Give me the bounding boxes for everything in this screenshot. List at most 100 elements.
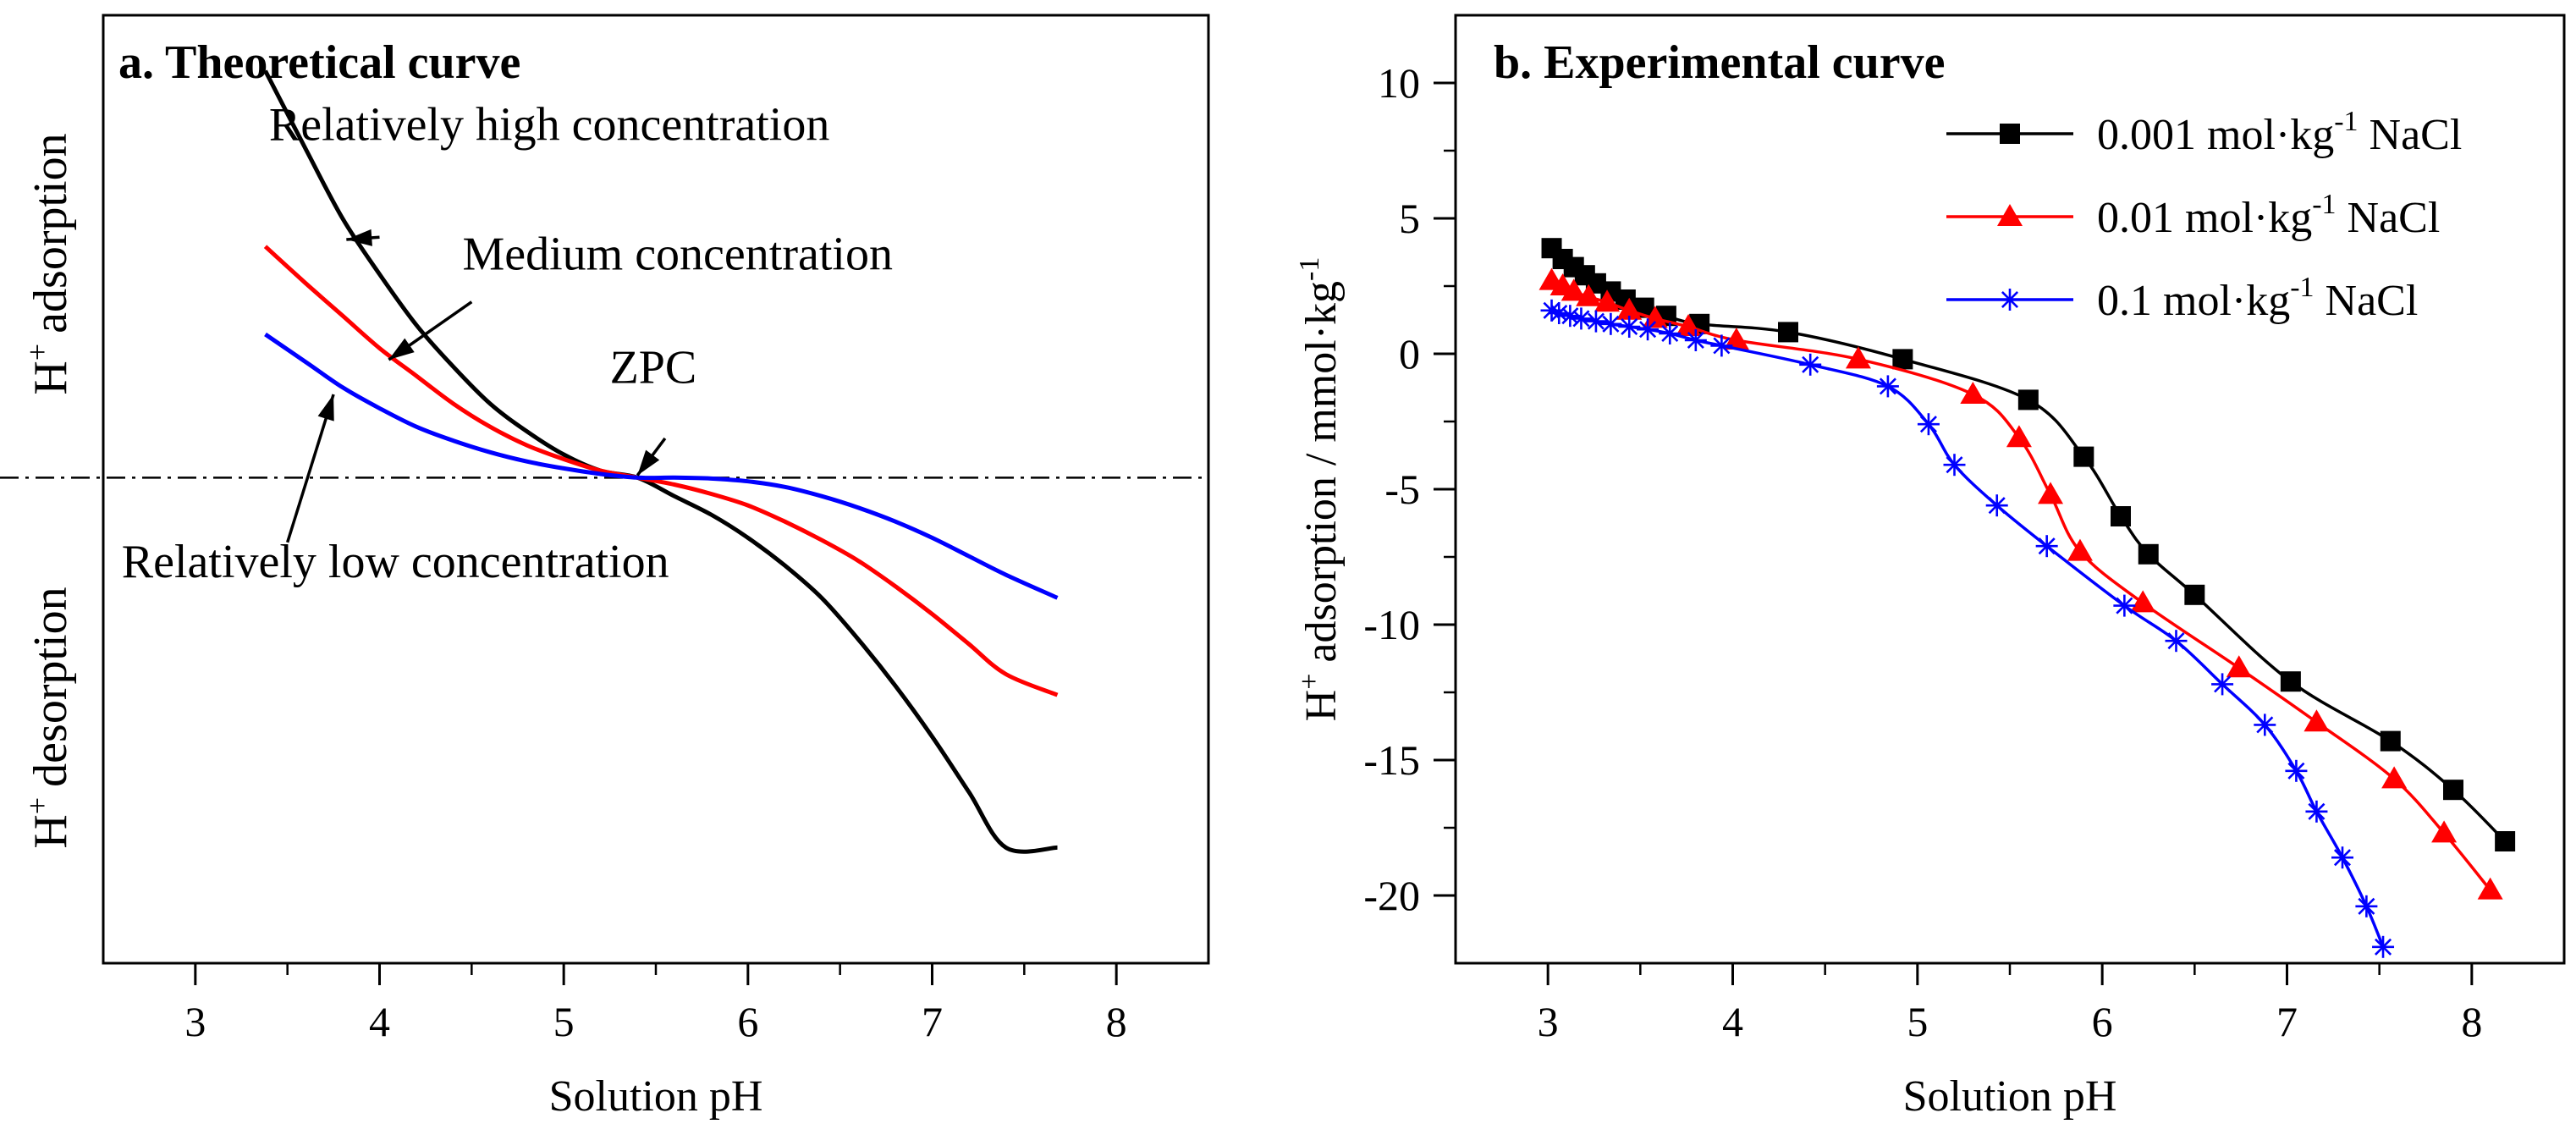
- series-3-point-8: [1637, 318, 1660, 341]
- panel-b-curves: [1538, 238, 2516, 958]
- panel-b-x-tick-label-7: 7: [2276, 998, 2298, 1045]
- panel-a-y-label-adsorption-text: adsorption: [25, 133, 77, 333]
- legend-label-1-sup: -1: [2334, 106, 2358, 137]
- panel-b-title: b. Experimental curve: [1494, 36, 1945, 89]
- series-3-point-20: [2211, 673, 2234, 696]
- panel-b-y-tick-label--15: -15: [1363, 736, 1420, 784]
- series-3-point-17: [2035, 535, 2058, 558]
- panel-b-y-tick-label-0: 0: [1399, 330, 1420, 377]
- series-2-point-12: [2006, 425, 2032, 448]
- panel-b-y-tick-label--20: -20: [1363, 872, 1420, 919]
- series-2-point-3: [1560, 278, 1587, 301]
- series-1-point-14: [2073, 446, 2094, 467]
- panel-b-y-axis-label: H+ adsorption / mmol·kg-1: [1294, 257, 1346, 722]
- series-2-point-13: [2038, 482, 2064, 504]
- series-1-point-18: [2280, 671, 2301, 692]
- panel-b-x-axis-label: Solution pH: [1903, 1072, 2117, 1121]
- series-3-point-21: [2254, 714, 2276, 736]
- panel-a-plot-frame: [102, 14, 1210, 965]
- panel-b-y-label-sup2: -1: [1294, 257, 1325, 281]
- series-2-point-4: [1576, 284, 1602, 306]
- series-3-point-24: [2331, 846, 2353, 869]
- panel-a-curves: [263, 69, 1059, 854]
- legend-marker-1: [2000, 124, 2020, 144]
- series-2-point-18: [2381, 766, 2408, 789]
- panel-b-y-label-text: adsorption / mmol·kg: [1297, 281, 1346, 674]
- series-3-point-11: [1710, 334, 1733, 357]
- panel-b-y-label-h: H: [1297, 690, 1346, 722]
- series-3-point-22: [2285, 759, 2308, 782]
- annotation-arrow-3: [285, 394, 335, 543]
- series-1-point-16: [2138, 543, 2159, 565]
- series-2-point-10: [1845, 346, 1871, 369]
- series-1-point-11: [1778, 322, 1798, 343]
- panel-b-ticks: 3 4 5 6 7 8 -20 -15 -10 -5 0 5 10: [1363, 59, 2482, 1045]
- annotation-arrow-4-head: [637, 449, 660, 476]
- annotation-label-4: ZPC: [610, 341, 697, 394]
- legend-label-2-main: 0.01 mol·kg: [2097, 194, 2312, 242]
- series-2-point-6: [1616, 297, 1643, 320]
- legend-label-3-salt: NaCl: [2315, 277, 2419, 325]
- panel-b-y-tick-label--5: -5: [1384, 466, 1420, 513]
- series-1-point-20: [2443, 780, 2463, 801]
- series-1-point-17: [2184, 584, 2205, 605]
- annotation-label-1: Relatively high concentration: [269, 99, 829, 152]
- panel-b-experimental: 3 4 5 6 7 8 -20 -15 -10 -5 0 5 10 b. Experimental cu…: [1294, 14, 2566, 1121]
- series-1-point-21: [2495, 831, 2516, 851]
- legend-label-3: 0.1 mol·kg-1 NaCl: [2097, 272, 2418, 325]
- panel-a-x-tick-label-7: 7: [922, 998, 943, 1045]
- panel-a-x-tick-label-6: 6: [737, 998, 758, 1045]
- panel-a-x-tick-label-8: 8: [1106, 998, 1127, 1045]
- legend-label-1: 0.001 mol·kg-1 NaCl: [2097, 106, 2462, 159]
- panel-b-x-tick-label-6: 6: [2092, 998, 2113, 1045]
- panel-b-x-tick-label-4: 4: [1722, 998, 1743, 1045]
- panel-a-title: a. Theoretical curve: [118, 36, 520, 89]
- series-3-point-2: [1548, 302, 1571, 324]
- panel-a-theoretical: 3 4 5 6 7 8 Relatively high concentration Medi…: [0, 14, 1210, 1121]
- series-3-point-4: [1570, 307, 1593, 330]
- legend-label-2-sup: -1: [2312, 189, 2336, 220]
- legend-label-3-main: 0.1 mol·kg: [2097, 277, 2290, 325]
- series-2-point-19: [2431, 820, 2458, 843]
- series-1-point-13: [2017, 389, 2039, 410]
- series-3-point-25: [2355, 895, 2378, 917]
- series-3-point-26: [2372, 935, 2395, 958]
- series-line-1: [1550, 246, 2507, 843]
- panel-a-x-ticks: 3 4 5 6 7 8: [184, 963, 1127, 1045]
- series-2-point-17: [2304, 709, 2330, 732]
- annotation-arrow-3-head: [317, 394, 334, 422]
- legend-label-1-salt: NaCl: [2359, 111, 2463, 159]
- series-3-point-6: [1599, 312, 1622, 335]
- series-2-point-15: [2130, 590, 2156, 613]
- legend-marker-2: [1997, 204, 2023, 226]
- legend-label-1-main: 0.001 mol·kg: [2097, 111, 2334, 159]
- series-2-point-14: [2067, 538, 2093, 561]
- panel-b-y-label-sup: +: [1294, 674, 1325, 690]
- series-3-point-5: [1584, 310, 1607, 333]
- panel-b-x-tick-label-8: 8: [2461, 998, 2482, 1045]
- legend-marker-3: [1999, 289, 2021, 311]
- series-1-point-19: [2380, 730, 2401, 752]
- series-2-point-9: [1723, 328, 1749, 350]
- panel-b-y-tick-label-5: 5: [1399, 195, 1420, 242]
- panel-a-x-axis-label: Solution pH: [549, 1072, 763, 1121]
- series-3-point-19: [2165, 630, 2188, 653]
- legend-label-2-salt: NaCl: [2337, 194, 2441, 242]
- panel-a-x-tick-label-4: 4: [369, 998, 390, 1045]
- panel-b-x-tick-label-5: 5: [1907, 998, 1928, 1045]
- panel-a-y-label-desorption: H+ desorption: [20, 587, 77, 848]
- panel-a-y-label-adsorption-sup: +: [20, 344, 54, 361]
- series-3-point-14: [1917, 413, 1940, 436]
- theory-curve-1: [263, 69, 1058, 854]
- panel-a-y-label-adsorption-h: H: [25, 361, 77, 394]
- panel-a-x-tick-label-3: 3: [184, 998, 206, 1045]
- series-3-point-16: [1985, 494, 2008, 517]
- series-2-point-5: [1594, 289, 1621, 312]
- legend-label-2: 0.01 mol·kg-1 NaCl: [2097, 189, 2440, 242]
- series-3-point-10: [1684, 329, 1707, 351]
- panel-a-y-label-desorption-sup: +: [20, 797, 54, 814]
- series-1-point-12: [1892, 349, 1913, 370]
- panel-a-y-label-desorption-h: H: [25, 814, 77, 848]
